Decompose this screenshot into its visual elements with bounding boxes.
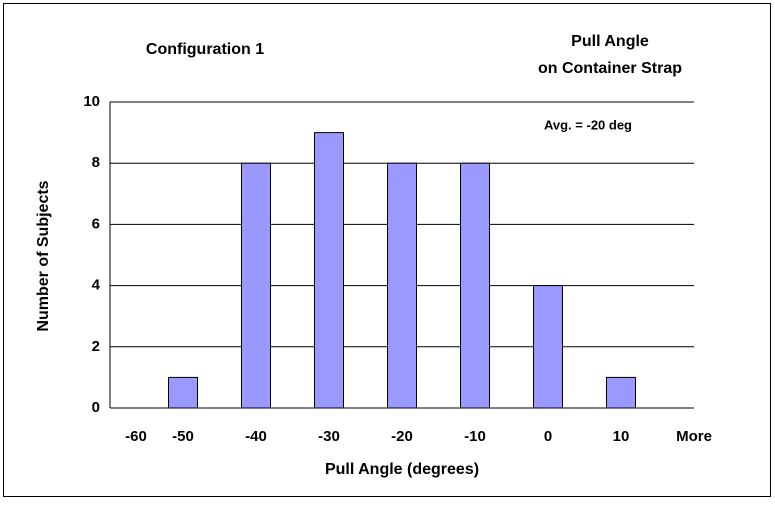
chart-title: Pull Angle (571, 33, 649, 50)
bar (168, 376, 198, 409)
y-tick-label: 10 (83, 93, 100, 110)
x-tick-label: 0 (544, 428, 552, 445)
x-tick-label: 10 (613, 428, 630, 445)
bar (606, 376, 636, 409)
x-axis-label: Pull Angle (degrees) (325, 461, 479, 478)
y-tick-label: 4 (92, 277, 101, 294)
x-tick-label: -20 (391, 428, 413, 445)
chart-title: on Container Strap (538, 60, 682, 77)
bar (387, 162, 417, 409)
annotation: Avg. = -20 deg (544, 117, 632, 132)
x-tick-label: -60 (125, 428, 147, 445)
bar (460, 162, 490, 409)
y-tick-label: 8 (92, 154, 100, 171)
y-tick-label: 0 (92, 399, 100, 416)
y-tick-label: 2 (92, 338, 100, 355)
bar (314, 132, 344, 409)
bar (241, 162, 271, 409)
y-tick-label: 6 (92, 215, 100, 232)
annotation: Configuration 1 (146, 41, 264, 58)
x-tick-label: -40 (245, 428, 267, 445)
bar (533, 285, 563, 409)
x-tick-label: -30 (318, 428, 340, 445)
x-tick-label: -50 (172, 428, 194, 445)
x-tick-label: More (676, 428, 712, 445)
y-axis-label: Number of Subjects (35, 180, 52, 331)
x-tick-label: -10 (464, 428, 486, 445)
